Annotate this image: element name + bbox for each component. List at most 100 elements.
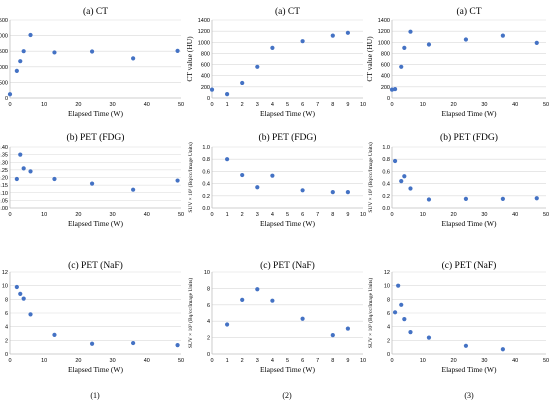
y-tick-label: 10 [204, 270, 210, 276]
x-tick-label: 30 [110, 358, 116, 364]
x-tick-label: 4 [271, 212, 274, 218]
x-tick-label: 20 [451, 358, 457, 364]
data-point [209, 87, 215, 92]
x-tick-label: 10 [41, 102, 47, 108]
x-tick-label: 8 [331, 102, 334, 108]
x-tick-label: 7 [316, 102, 319, 108]
data-point [225, 92, 230, 97]
y-tick-label: 1000 [0, 65, 8, 71]
data-point [399, 179, 404, 184]
chart-title: (a) CT [275, 6, 300, 17]
x-axis-label: Elapsed Time (W) [260, 109, 315, 118]
data-point [408, 186, 413, 191]
chart-panel-3-2: 0 2 4 6 8 10 0 1 2 3 4 5 6 7 8 9 10 (c) PET (NaF) Elapsed … [187, 260, 366, 374]
data-point [408, 29, 413, 34]
data-point [52, 176, 57, 182]
x-tick-label: 9 [346, 102, 349, 108]
x-tick-label: 8 [331, 212, 334, 218]
y-tick-label: 0.05 [0, 198, 8, 204]
y-axis-label: SUV × 10³ (Bq/cc/Image Units) [187, 278, 194, 349]
x-tick-label: 0 [8, 212, 11, 218]
data-point [18, 291, 23, 296]
data-point [21, 166, 26, 171]
chart-title: (b) PET (FDG) [259, 132, 317, 143]
y-axis-label: SUV × 10³ (Bq/cc/Image Units) [367, 278, 374, 349]
y-tick-label: 0.8 [382, 157, 390, 163]
data-point [89, 49, 95, 54]
x-tick-label: 0 [390, 212, 393, 218]
x-tick-label: 50 [543, 102, 549, 108]
chart-title: (a) CT [83, 6, 108, 17]
x-tick-label: 30 [110, 102, 116, 108]
data-point [131, 187, 136, 192]
data-point [52, 332, 57, 337]
y-tick-label: 800 [381, 51, 390, 57]
chart-panel-1-3: 0 200 400 600 800 1000 1200 1400 0 10 20 30 40 50 (a) … [365, 6, 549, 118]
y-tick-label: 1400 [378, 18, 390, 24]
chart-title: (c) PET (NaF) [260, 260, 315, 271]
x-tick-label: 3 [256, 212, 259, 218]
x-tick-label: 10 [420, 358, 426, 364]
x-tick-label: 10 [420, 102, 426, 108]
data-point [14, 176, 19, 182]
y-tick-label: 8 [387, 297, 390, 303]
y-tick-label: 0 [387, 96, 390, 102]
data-point [89, 181, 95, 186]
x-tick-label: 50 [543, 212, 549, 218]
x-axis-label: Elapsed Time (W) [442, 365, 497, 374]
y-tick-label: 0.35 [0, 153, 8, 159]
data-point [500, 33, 505, 38]
x-tick-label: 40 [144, 212, 150, 218]
chart-panel-2-2: 0.0 0.2 0.4 0.6 0.8 1.0 0 1 2 3 4 5 6 7 8 9 10 (b) PET (F… [187, 132, 366, 228]
y-tick-label: 800 [201, 51, 210, 57]
data-point [21, 49, 26, 54]
y-tick-label: 1.0 [202, 145, 210, 151]
y-tick-label: 0.25 [0, 168, 8, 174]
column-label-2: (2) [282, 391, 292, 400]
y-axis-label: SUV × 10³ (Bq/cc/Image Units) [187, 142, 194, 213]
y-tick-label: 4 [387, 325, 390, 331]
x-tick-label: 20 [75, 358, 81, 364]
y-tick-label: 0.4 [202, 182, 210, 188]
y-tick-label: 6 [207, 303, 210, 309]
data-point [131, 56, 136, 61]
x-tick-label: 4 [271, 102, 274, 108]
data-point [392, 158, 398, 164]
x-tick-label: 0 [210, 358, 213, 364]
x-tick-label: 3 [256, 102, 259, 108]
data-point [175, 48, 180, 53]
y-tick-label: 0.8 [202, 157, 210, 163]
x-tick-label: 0 [8, 102, 11, 108]
x-tick-label: 7 [316, 358, 319, 364]
data-point [270, 173, 275, 178]
x-tick-label: 20 [75, 212, 81, 218]
data-point [399, 302, 404, 307]
y-tick-label: 600 [201, 63, 210, 69]
data-point [270, 45, 275, 50]
y-tick-label: 0 [5, 352, 8, 358]
x-axis-label: Elapsed Time (W) [260, 365, 315, 374]
data-point [392, 310, 398, 315]
y-tick-label: 2 [207, 336, 210, 342]
data-point [255, 185, 260, 190]
y-tick-label: 200 [381, 85, 390, 91]
x-tick-label: 40 [512, 212, 518, 218]
x-tick-label: 30 [110, 212, 116, 218]
y-tick-label: 500 [0, 80, 8, 86]
y-tick-label: 2 [5, 338, 8, 344]
chart-panel-1-2: 0 200 400 600 800 1000 1200 1400 0 1 2 3 4 5 6 7 8 9 10 (a)… [185, 6, 366, 118]
data-point [240, 80, 245, 86]
data-point [402, 174, 407, 179]
chart-title: (b) PET (FDG) [67, 132, 125, 143]
data-point [426, 42, 432, 47]
y-tick-label: 0.2 [202, 194, 210, 200]
x-tick-label: 5 [286, 102, 289, 108]
y-tick-label: 0.20 [0, 176, 8, 182]
x-tick-label: 10 [360, 212, 366, 218]
data-point [270, 298, 275, 303]
data-point [28, 312, 33, 317]
chart-panel-3-1: 0 2 4 6 8 10 12 0 10 20 30 40 50 (c) PET (NaF) Elapsed… [2, 260, 184, 374]
x-tick-label: 4 [271, 358, 274, 364]
data-point [345, 326, 350, 331]
